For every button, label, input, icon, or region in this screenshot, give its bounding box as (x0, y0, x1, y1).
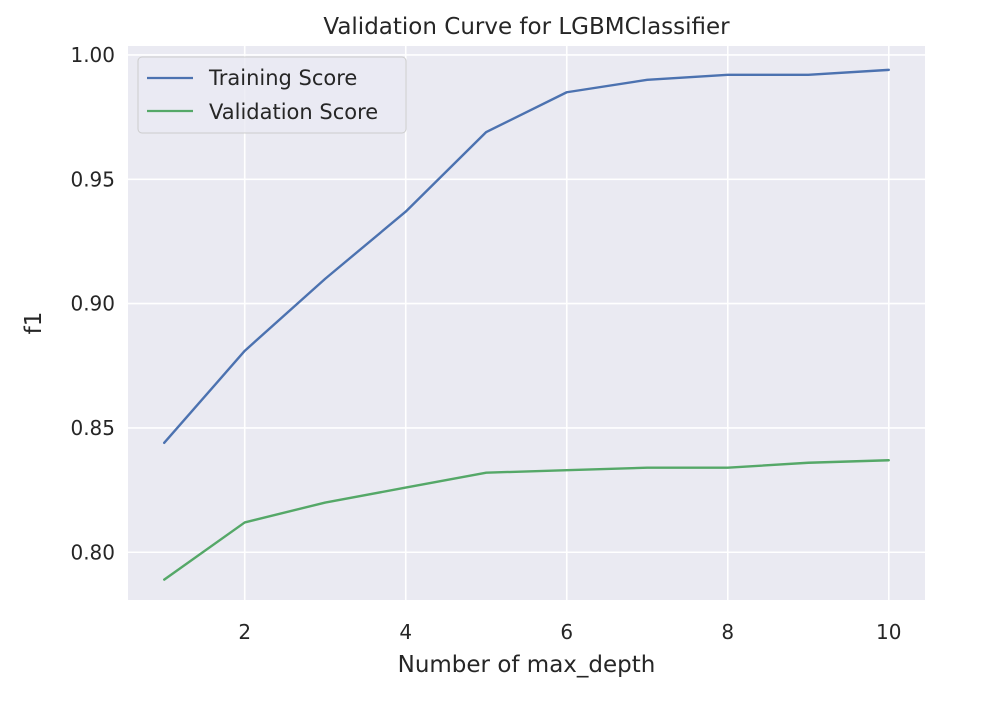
series-lines (163, 68, 890, 581)
y-tick-labels: 0.80 0.85 0.90 0.95 1.00 (70, 43, 115, 564)
x-tick-label: 10 (876, 620, 901, 644)
y-axis-label: f1 (21, 312, 47, 335)
legend-label-validation: Validation Score (209, 100, 378, 124)
x-tick-label: 2 (238, 620, 251, 644)
plot-background (128, 46, 925, 600)
x-tick-label: 8 (721, 620, 734, 644)
y-tick-label: 0.80 (70, 540, 115, 564)
legend-label-training: Training Score (208, 66, 357, 90)
grid-lines (128, 46, 925, 600)
legend-box (137, 56, 407, 134)
y-tick-label: 0.85 (70, 416, 115, 440)
y-tick-label: 0.90 (70, 292, 115, 316)
y-tick-label: 0.95 (70, 167, 115, 191)
x-tick-labels: 2 4 6 8 10 (238, 620, 901, 644)
x-tick-label: 6 (560, 620, 573, 644)
chart-title: Validation Curve for LGBMClassifier (323, 14, 730, 40)
x-axis-label: Number of max_depth (398, 652, 656, 678)
x-tick-label: 4 (399, 620, 412, 644)
series-line-training-score (163, 68, 890, 445)
y-tick-label: 1.00 (70, 43, 115, 67)
series-line-validation-score (163, 459, 890, 581)
legend: Training Score Validation Score (137, 56, 407, 134)
